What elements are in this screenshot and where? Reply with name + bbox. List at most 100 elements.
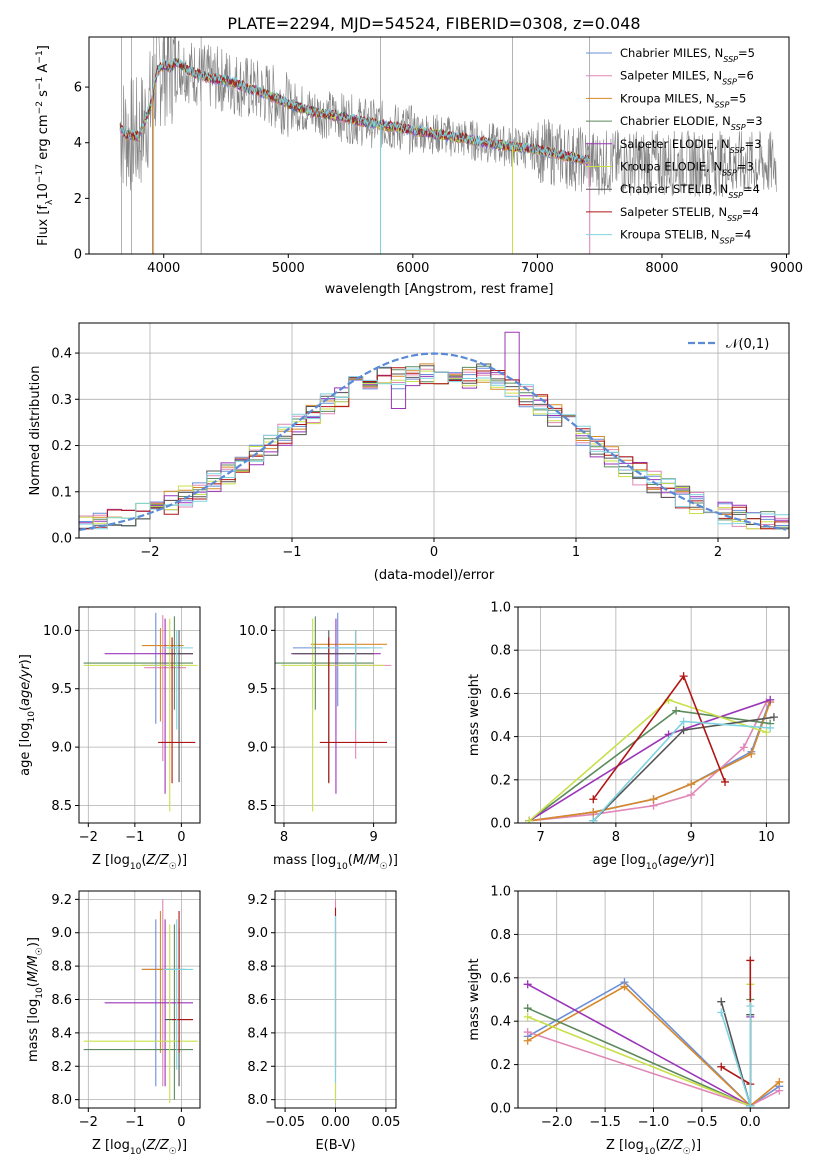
- y-tick-label: 9.2: [51, 893, 72, 908]
- point-2: [310, 630, 388, 721]
- y-tick-label: 0.0: [490, 817, 511, 832]
- marker-8-1: [679, 717, 688, 726]
- axes-frame: [88, 36, 790, 255]
- plot-area: [525, 672, 778, 823]
- y-tick-label: 8.2: [247, 1060, 268, 1075]
- marker-1-0: [523, 1028, 532, 1037]
- residual-histogram-7: [79, 367, 789, 530]
- marker-5-0: [523, 1012, 532, 1021]
- panel-age_vs_mass: 8 9 8.5 9.0 9.5 10.0: [239, 606, 397, 845]
- point-0: [292, 612, 370, 707]
- marker-6-1: [679, 726, 688, 735]
- marker-5-2: [762, 728, 771, 737]
- y-tick-label: 9.5: [51, 682, 72, 697]
- legend-label-6: Chabrier STELIB, NSSP=4: [620, 182, 760, 200]
- residuals-ylabel: Normed distribution: [28, 366, 43, 496]
- y-tick-label: 4: [74, 136, 82, 151]
- point-5: [281, 618, 385, 812]
- marker-2-3: [687, 780, 696, 789]
- axes-frame: [517, 606, 790, 824]
- x-tick-label: −0.05: [265, 1115, 305, 1130]
- legend-label-8: Kroupa STELIB, NSSP=4: [620, 228, 751, 246]
- series-0: [527, 981, 780, 1107]
- marker-7-0: [717, 1062, 726, 1071]
- plot-area: [523, 956, 784, 1108]
- y-tick-label: 8.8: [51, 960, 72, 975]
- y-tick-label: 9.0: [247, 741, 268, 756]
- legend-label-5: Kroupa ELODIE, NSSP=3: [620, 160, 754, 178]
- marker-4-2: [766, 695, 775, 704]
- age-vs-mass-xlabel: mass [log10(M/M☉)]: [273, 853, 398, 872]
- marker-8-2: [746, 1002, 755, 1011]
- y-tick-label: 8.0: [247, 1093, 268, 1108]
- marker-7-0: [589, 795, 598, 804]
- series-1: [529, 701, 768, 822]
- weight-vs-age-xlabel: age [log10(age/yr)]: [593, 853, 715, 872]
- point-4: [104, 919, 194, 1087]
- series-7: [720, 960, 752, 1086]
- spectrum-xlabel: wavelength [Angstrom, rest frame]: [325, 282, 554, 297]
- marker-3-1: [672, 706, 681, 715]
- x-tick-label: −2: [79, 1115, 98, 1130]
- y-tick-label: 9.0: [247, 926, 268, 941]
- marker-2-1: [620, 982, 629, 991]
- y-tick-label: 0.2: [490, 1058, 511, 1073]
- x-tick-label: 0.05: [371, 1115, 400, 1130]
- marker-2-2: [649, 795, 658, 804]
- marker-2-4: [747, 749, 756, 758]
- series-4: [527, 983, 752, 1108]
- weight-ylabel-7: mass weight: [467, 958, 482, 1040]
- y-tick-label: 0.3: [51, 393, 72, 408]
- y-tick-label: 0.2: [51, 439, 72, 454]
- x-tick-label: 4000: [147, 261, 180, 276]
- y-tick-label: 8.8: [247, 960, 268, 975]
- axes-frame: [274, 606, 397, 824]
- marker-7-2: [746, 956, 755, 965]
- marker-2-0: [523, 1036, 532, 1045]
- marker-8-2: [766, 723, 775, 732]
- model-spectrum-7: [119, 58, 590, 163]
- legend-label-4: Salpeter ELODIE, NSSP=3: [620, 137, 761, 155]
- y-tick-label: 10.0: [43, 624, 72, 639]
- x-tick-label: −1.0: [638, 1115, 670, 1130]
- panel-weight_vs_age: 7 8 9 10 0.0 0.2 0.4 0.6 0.8 1.0: [490, 601, 790, 845]
- point-7: [158, 637, 196, 784]
- x-tick-label: 1: [572, 545, 580, 560]
- x-tick-label: 0.00: [321, 1115, 350, 1130]
- mass-vs-Z-ylabel: mass [log10(M/M☉)]: [26, 937, 45, 1062]
- figure-title: PLATE=2294, MJD=54524, FIBERID=0308, z=0…: [227, 14, 640, 33]
- point-8: [319, 630, 383, 730]
- spectrum-ylabel: Flux [fλ10−17 erg cm−2 s−1 A−1]: [35, 45, 55, 246]
- point-4: [104, 618, 194, 794]
- series-2: [529, 701, 771, 822]
- y-tick-label: 2: [74, 192, 82, 207]
- panel-weight_vs_Z: −2.0 −1.5 −1.0 −0.5 0.0 0.0 0.2 0.4 0.6 0.8 1.0: [490, 885, 790, 1130]
- point-5: [83, 924, 198, 1103]
- y-tick-label: 0.6: [490, 971, 511, 986]
- x-tick-label: 9: [687, 830, 695, 845]
- point-7: [172, 911, 194, 1053]
- series-3: [528, 709, 771, 822]
- x-tick-label: 9000: [770, 261, 803, 276]
- panel-age_vs_Z: −2 −1 0 8.5 9.0 9.5 10.0: [43, 606, 201, 845]
- point-3: [83, 924, 194, 1100]
- y-tick-label: 9.2: [247, 893, 268, 908]
- legend-label-0: Chabrier MILES, NSSP=5: [620, 46, 755, 64]
- x-tick-label: −1.5: [589, 1115, 621, 1130]
- y-tick-label: 0.8: [490, 928, 511, 943]
- plot-area: [119, 37, 777, 254]
- y-tick-label: 0.4: [51, 347, 72, 362]
- x-tick-label: 0: [177, 1115, 185, 1130]
- x-tick-label: 9: [369, 830, 377, 845]
- plot-area: [83, 612, 198, 812]
- y-tick-label: 8.4: [51, 1026, 72, 1041]
- y-tick-label: 0.1: [51, 485, 72, 500]
- plot-area: [79, 331, 789, 531]
- y-tick-label: 0.8: [490, 644, 511, 659]
- marker-6-2: [769, 713, 778, 722]
- marker-4-0: [523, 980, 532, 989]
- point-3: [83, 616, 194, 710]
- legend-label-3: Chabrier ELODIE, NSSP=3: [620, 114, 763, 132]
